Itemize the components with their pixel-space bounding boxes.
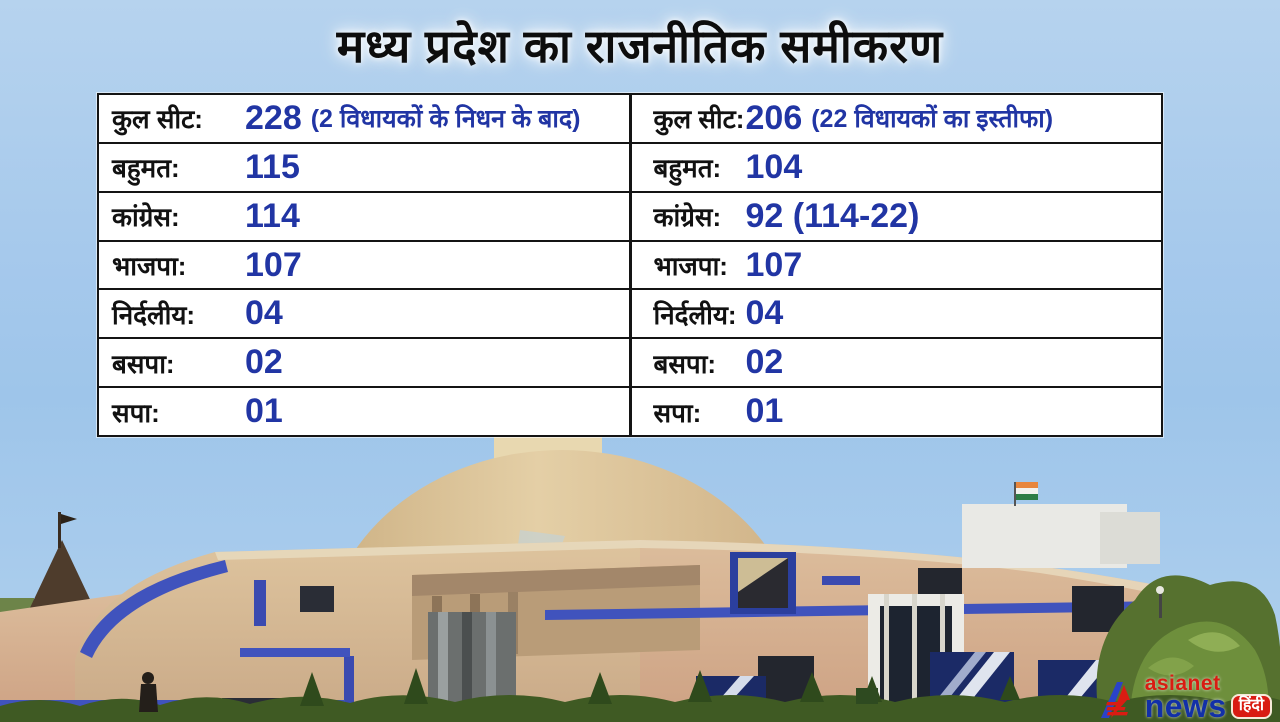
table-row: निर्दलीय: 04 [99, 290, 629, 340]
logo-language-badge: हिंदी [1230, 693, 1272, 719]
row-label: बहुमत: [112, 153, 180, 184]
left-spire [28, 512, 96, 612]
row-value: 206 [745, 98, 803, 137]
table-row: बहुमत: 104 [631, 144, 1161, 193]
row-label: बसपा: [112, 348, 175, 379]
page-title: मध्य प्रदेश का राजनीतिक समीकरण [336, 20, 944, 72]
row-label: बसपा: [653, 348, 717, 379]
row-value: 228 [245, 98, 302, 137]
row-note: (22 विधायकों का इस्तीफा) [811, 105, 1054, 134]
table-row: निर्दलीय: 04 [631, 290, 1161, 340]
row-label: कांग्रेस: [653, 202, 722, 233]
row-label: सपा: [653, 397, 702, 428]
row-label: भाजपा: [653, 251, 728, 281]
seat-table-before: कुल सीट: 228 (2 विधायकों के निधन के बाद)… [99, 95, 632, 435]
table-row: कुल सीट: 206 (22 विधायकों का इस्तीफा) [631, 95, 1161, 144]
table-row: बहुमत: 115 [99, 144, 629, 193]
row-note: (2 विधायकों के निधन के बाद) [310, 105, 581, 134]
row-label: कुल सीट: [653, 104, 745, 135]
table-row: सपा: 01 [99, 388, 629, 435]
channel-logo: asianet news हिंदी [1099, 671, 1272, 722]
row-value: 02 [745, 343, 784, 382]
table-row: कांग्रेस: 114 [99, 193, 629, 242]
row-value: 114 [245, 196, 300, 235]
person-silhouette [139, 672, 158, 712]
seat-table-after: कुल सीट: 206 (22 विधायकों का इस्तीफा) बह… [631, 95, 1162, 435]
row-value: 107 [245, 245, 302, 284]
row-value: 04 [245, 294, 283, 333]
row-value: 92 (114-22) [745, 196, 920, 235]
logo-brand-top: asianet [1144, 671, 1221, 695]
table-row: भाजपा: 107 [99, 242, 629, 291]
row-label: निर्दलीय: [112, 299, 196, 330]
logo-brand-bottom: news [1144, 687, 1227, 722]
india-flag [1014, 482, 1038, 506]
row-value: 02 [245, 343, 283, 382]
row-label: कुल सीट: [112, 104, 203, 135]
row-label: बहुमत: [653, 153, 722, 184]
table-row: बसपा: 02 [631, 339, 1161, 389]
garden [0, 668, 1280, 722]
row-label: सपा: [112, 397, 160, 428]
table-row: बसपा: 02 [99, 339, 629, 389]
flag-block [962, 482, 1160, 568]
asianet-logo-icon [1100, 682, 1130, 718]
row-value: 115 [245, 147, 300, 186]
lamp-post [1156, 586, 1164, 618]
row-value: 104 [745, 147, 803, 186]
row-label: भाजपा: [112, 251, 187, 281]
row-value: 01 [245, 392, 283, 431]
table-row: कुल सीट: 228 (2 विधायकों के निधन के बाद) [99, 95, 629, 144]
row-label: निर्दलीय: [653, 299, 737, 330]
row-label: कांग्रेस: [112, 202, 180, 233]
row-value: 107 [745, 245, 803, 284]
row-value: 04 [745, 294, 784, 333]
table-row: भाजपा: 107 [631, 242, 1161, 291]
seat-table-panel: कुल सीट: 228 (2 विधायकों के निधन के बाद)… [97, 93, 1163, 437]
table-row: कांग्रेस: 92 (114-22) [631, 193, 1161, 242]
table-row: सपा: 01 [632, 388, 1162, 435]
row-value: 01 [745, 392, 784, 431]
